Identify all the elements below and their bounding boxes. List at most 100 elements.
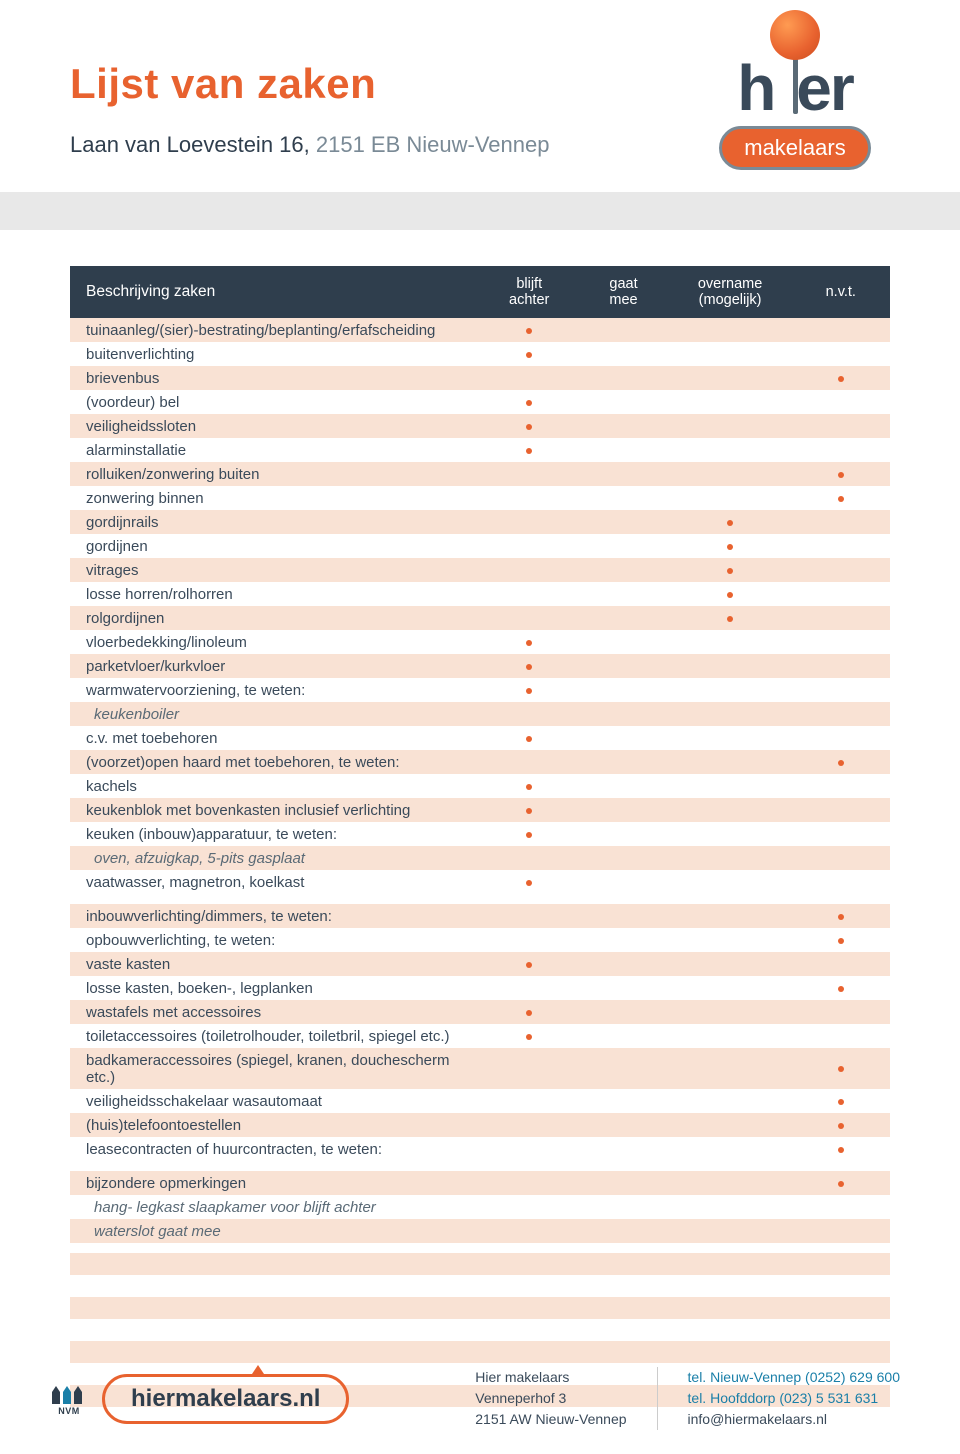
- bullet-icon: [838, 760, 844, 766]
- page: Lijst van zaken Laan van Loevestein 16, …: [0, 0, 960, 1454]
- logo-word-right: er: [796, 52, 853, 124]
- row-label: toiletaccessoires (toiletrolhouder, toil…: [70, 1024, 480, 1048]
- row-cell: [578, 462, 668, 486]
- row-cell: [578, 558, 668, 582]
- row-label: gordijnen: [70, 534, 480, 558]
- row-cell: [578, 486, 668, 510]
- row-cell: [578, 846, 668, 870]
- row-label: buitenverlichting: [70, 342, 480, 366]
- row-cell: [792, 822, 890, 846]
- row-cell: [480, 774, 578, 798]
- row-cell: [669, 870, 792, 894]
- table-row: waterslot gaat mee: [70, 1219, 890, 1243]
- table-row: buitenverlichting: [70, 342, 890, 366]
- row-cell: [792, 1319, 890, 1341]
- row-cell: [792, 366, 890, 390]
- bullet-icon: [526, 1010, 532, 1016]
- table-row: (voorzet)open haard met toebehoren, te w…: [70, 750, 890, 774]
- table-body: tuinaanleg/(sier)-bestrating/beplanting/…: [70, 318, 890, 1407]
- table-row: kachels: [70, 774, 890, 798]
- col-blijft-achter: blijft achter: [480, 266, 578, 318]
- footer-company: Hier makelaars: [475, 1367, 626, 1388]
- row-cell: [480, 678, 578, 702]
- row-cell: [480, 1048, 578, 1089]
- row-cell: [480, 654, 578, 678]
- bullet-icon: [838, 938, 844, 944]
- bullet-icon: [838, 376, 844, 382]
- row-cell: [792, 558, 890, 582]
- row-cell: [792, 462, 890, 486]
- footer-addr2: 2151 AW Nieuw-Vennep: [475, 1409, 626, 1430]
- bullet-icon: [838, 1123, 844, 1129]
- site-badge[interactable]: hiermakelaars.nl: [102, 1374, 349, 1424]
- row-cell: [669, 822, 792, 846]
- row-cell: [578, 702, 668, 726]
- table-row: zonwering binnen: [70, 486, 890, 510]
- table-row: oven, afzuigkap, 5-pits gasplaat: [70, 846, 890, 870]
- row-label: hang- legkast slaapkamer voor blijft ach…: [70, 1195, 480, 1219]
- table-row: losse horren/rolhorren: [70, 582, 890, 606]
- row-cell: [578, 750, 668, 774]
- row-cell: [480, 534, 578, 558]
- row-cell: [792, 1195, 890, 1219]
- table-container: Beschrijving zaken blijft achter gaat me…: [0, 230, 960, 1407]
- row-cell: [792, 1297, 890, 1319]
- table-row: warmwatervoorziening, te weten:: [70, 678, 890, 702]
- row-cell: [578, 1024, 668, 1048]
- row-cell: [792, 654, 890, 678]
- row-label: badkameraccessoires (spiegel, kranen, do…: [70, 1048, 480, 1089]
- row-label: kachels: [70, 774, 480, 798]
- row-cell: [792, 534, 890, 558]
- row-cell: [669, 366, 792, 390]
- row-label: bijzondere opmerkingen: [70, 1171, 480, 1195]
- table-row: losse kasten, boeken-, legplanken: [70, 976, 890, 1000]
- bullet-icon: [838, 1066, 844, 1072]
- row-cell: [669, 1000, 792, 1024]
- row-cell: [578, 654, 668, 678]
- row-cell: [792, 510, 890, 534]
- row-cell: [578, 822, 668, 846]
- row-label: keukenboiler: [70, 702, 480, 726]
- row-cell: [480, 750, 578, 774]
- row-cell: [578, 606, 668, 630]
- row-cell: [480, 390, 578, 414]
- row-cell: [480, 438, 578, 462]
- header-band: Lijst van zaken Laan van Loevestein 16, …: [0, 0, 960, 230]
- table-row: toiletaccessoires (toiletrolhouder, toil…: [70, 1024, 890, 1048]
- row-cell: [578, 1341, 668, 1363]
- row-cell: [578, 390, 668, 414]
- row-label: oven, afzuigkap, 5-pits gasplaat: [70, 846, 480, 870]
- row-cell: [480, 904, 578, 928]
- row-cell: [792, 750, 890, 774]
- table-row: badkameraccessoires (spiegel, kranen, do…: [70, 1048, 890, 1089]
- row-cell: [578, 534, 668, 558]
- col-gaat-mee: gaat mee: [578, 266, 668, 318]
- bullet-icon: [526, 664, 532, 670]
- logo: her makelaars: [690, 10, 900, 220]
- row-cell: [669, 630, 792, 654]
- row-cell: [578, 904, 668, 928]
- row-cell: [792, 952, 890, 976]
- row-cell: [480, 1137, 578, 1161]
- bullet-icon: [526, 962, 532, 968]
- row-cell: [480, 558, 578, 582]
- bullet-icon: [838, 986, 844, 992]
- row-label: keuken (inbouw)apparatuur, te weten:: [70, 822, 480, 846]
- row-cell: [792, 870, 890, 894]
- logo-word: her: [690, 56, 900, 120]
- table-row: bijzondere opmerkingen: [70, 1171, 890, 1195]
- table-row: alarminstallatie: [70, 438, 890, 462]
- row-cell: [578, 1319, 668, 1341]
- row-label: warmwatervoorziening, te weten:: [70, 678, 480, 702]
- row-cell: [669, 1297, 792, 1319]
- row-cell: [578, 366, 668, 390]
- row-cell: [792, 1024, 890, 1048]
- row-label: veiligheidssloten: [70, 414, 480, 438]
- row-cell: [792, 414, 890, 438]
- footer-email: info@hiermakelaars.nl: [688, 1409, 900, 1430]
- row-cell: [792, 904, 890, 928]
- row-label: vaatwasser, magnetron, koelkast: [70, 870, 480, 894]
- row-cell: [578, 678, 668, 702]
- row-label: tuinaanleg/(sier)-bestrating/beplanting/…: [70, 318, 480, 342]
- row-cell: [669, 774, 792, 798]
